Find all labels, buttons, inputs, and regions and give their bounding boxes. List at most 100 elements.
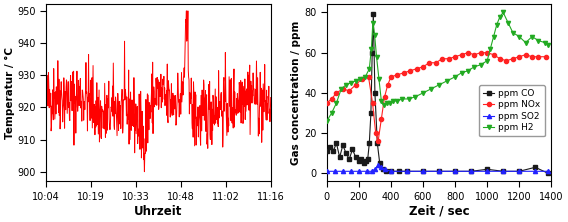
- ppm NOx: [387, 75, 394, 78]
- ppm NOx: [394, 73, 401, 76]
- ppm H2: [500, 11, 507, 14]
- ppm SO2: [356, 170, 362, 173]
- ppm CO: [343, 152, 349, 155]
- Legend: ppm CO, ppm NOx, ppm SO2, ppm H2: ppm CO, ppm NOx, ppm SO2, ppm H2: [479, 85, 545, 137]
- ppm SO2: [331, 170, 338, 173]
- ppm CO: [395, 170, 402, 173]
- Y-axis label: Temperatur / °C: Temperatur / °C: [5, 47, 15, 139]
- ppm CO: [420, 170, 427, 173]
- ppm CO: [374, 142, 381, 145]
- ppm NOx: [413, 67, 420, 70]
- ppm SO2: [387, 170, 394, 173]
- ppm CO: [336, 156, 343, 159]
- ppm H2: [373, 55, 380, 58]
- ppm NOx: [369, 102, 376, 104]
- ppm CO: [545, 172, 552, 175]
- ppm CO: [333, 142, 340, 145]
- ppm H2: [357, 77, 364, 80]
- ppm NOx: [439, 57, 446, 60]
- ppm NOx: [496, 57, 503, 60]
- ppm CO: [363, 160, 370, 163]
- ppm SO2: [516, 170, 523, 173]
- ppm CO: [404, 170, 411, 173]
- ppm SO2: [484, 170, 491, 173]
- ppm SO2: [420, 170, 427, 173]
- ppm NOx: [378, 118, 385, 120]
- ppm CO: [349, 148, 356, 151]
- ppm H2: [383, 102, 390, 104]
- ppm NOx: [400, 71, 407, 74]
- ppm NOx: [328, 98, 335, 100]
- ppm H2: [333, 102, 340, 104]
- ppm SO2: [404, 170, 411, 173]
- ppm H2: [323, 120, 330, 122]
- ppm CO: [500, 170, 507, 173]
- ppm CO: [377, 162, 383, 165]
- ppm NOx: [484, 51, 491, 54]
- Line: ppm NOx: ppm NOx: [325, 51, 549, 143]
- ppm H2: [465, 69, 471, 72]
- ppm H2: [541, 41, 548, 44]
- ppm NOx: [471, 53, 478, 56]
- ppm SO2: [452, 170, 458, 173]
- ppm H2: [381, 104, 387, 106]
- ppm CO: [387, 170, 394, 173]
- ppm NOx: [333, 91, 340, 94]
- ppm CO: [330, 150, 337, 153]
- ppm CO: [452, 170, 458, 173]
- ppm CO: [369, 51, 375, 54]
- ppm NOx: [358, 77, 365, 80]
- ppm CO: [366, 142, 373, 145]
- ppm H2: [487, 47, 494, 50]
- ppm CO: [516, 170, 523, 173]
- ppm CO: [352, 156, 359, 159]
- ppm NOx: [365, 75, 372, 78]
- ppm CO: [323, 150, 330, 153]
- ppm SO2: [378, 166, 385, 169]
- ppm NOx: [490, 53, 497, 56]
- ppm CO: [371, 91, 378, 94]
- ppm SO2: [381, 168, 388, 171]
- ppm H2: [405, 98, 412, 100]
- ppm NOx: [381, 96, 388, 98]
- X-axis label: Zeit / sec: Zeit / sec: [409, 204, 469, 218]
- ppm H2: [490, 35, 497, 38]
- ppm SO2: [500, 170, 507, 173]
- ppm NOx: [477, 51, 484, 54]
- ppm SO2: [532, 170, 538, 173]
- X-axis label: Uhrzeit: Uhrzeit: [134, 204, 183, 218]
- ppm SO2: [467, 170, 474, 173]
- Line: ppm CO: ppm CO: [325, 12, 550, 175]
- ppm H2: [535, 39, 542, 42]
- ppm H2: [348, 81, 354, 84]
- ppm H2: [338, 87, 345, 90]
- ppm H2: [420, 91, 427, 94]
- ppm CO: [484, 168, 491, 171]
- ppm CO: [358, 158, 365, 161]
- ppm H2: [399, 98, 406, 100]
- ppm H2: [328, 112, 335, 114]
- ppm H2: [522, 41, 529, 44]
- ppm H2: [529, 35, 536, 38]
- ppm CO: [379, 168, 386, 171]
- ppm NOx: [352, 83, 359, 86]
- ppm H2: [371, 33, 378, 36]
- ppm CO: [436, 170, 442, 173]
- ppm H2: [378, 100, 385, 102]
- ppm H2: [368, 47, 375, 50]
- ppm CO: [532, 166, 538, 169]
- ppm H2: [444, 79, 450, 82]
- ppm H2: [458, 71, 465, 74]
- ppm SO2: [348, 170, 354, 173]
- ppm NOx: [372, 132, 379, 135]
- ppm NOx: [452, 55, 458, 58]
- ppm H2: [387, 102, 394, 104]
- ppm SO2: [375, 164, 382, 166]
- ppm H2: [343, 83, 349, 86]
- ppm H2: [509, 31, 516, 34]
- ppm H2: [428, 87, 435, 90]
- Line: ppm SO2: ppm SO2: [325, 163, 550, 173]
- ppm CO: [367, 112, 374, 114]
- ppm SO2: [323, 170, 330, 173]
- ppm CO: [356, 160, 362, 163]
